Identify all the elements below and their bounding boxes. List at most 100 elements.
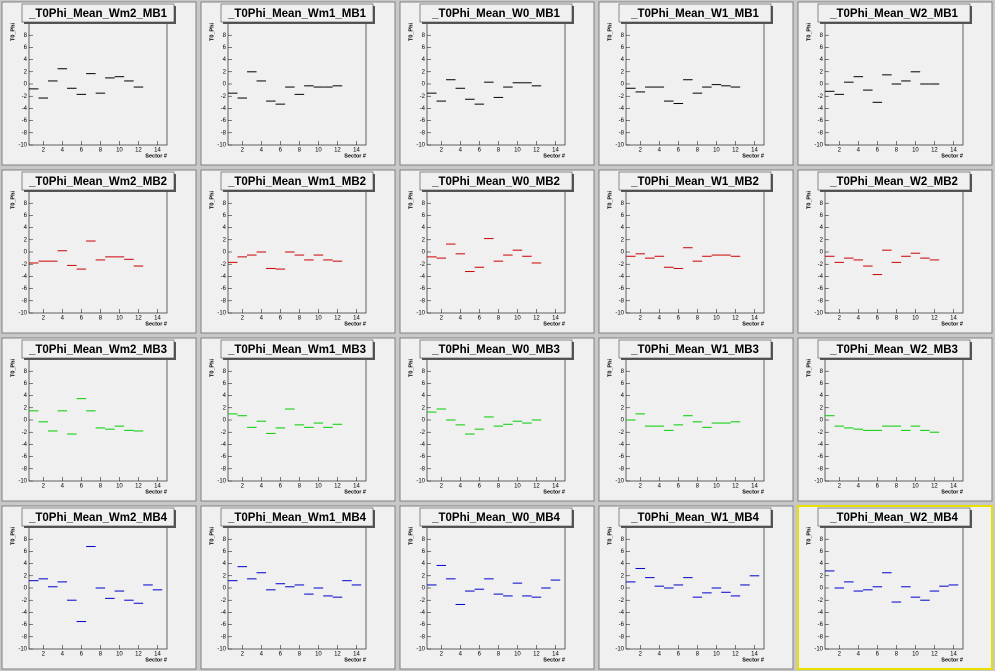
y-tick-label: 6 xyxy=(820,549,824,555)
y-tick-label: 8 xyxy=(422,369,426,375)
x-tick-label: 2 xyxy=(838,652,842,658)
y-tick-label: -2 xyxy=(619,262,625,268)
title-box xyxy=(618,171,772,191)
plot-area xyxy=(227,358,367,482)
y-tick-label: 8 xyxy=(621,369,625,375)
y-tick-label: -10 xyxy=(18,647,27,653)
y-tick-label: -10 xyxy=(217,311,226,317)
y-tick-label: -8 xyxy=(221,634,227,640)
x-tick-label: 8 xyxy=(99,148,103,154)
x-tick-label: 12 xyxy=(931,652,938,658)
y-tick-label: -8 xyxy=(221,466,227,472)
x-tick-label: 10 xyxy=(912,148,919,154)
x-tick-label: 8 xyxy=(497,316,501,322)
y-tick-label: 0 xyxy=(422,250,426,256)
x-tick-label: 6 xyxy=(80,652,84,658)
y-axis-label: T0_Phi xyxy=(607,359,613,378)
chart-title: _T0Phi_Mean_Wm1_MB3 xyxy=(227,344,366,356)
plot-area xyxy=(625,358,765,482)
title-box xyxy=(419,3,573,23)
x-tick-label: 8 xyxy=(895,484,899,490)
x-tick-label: 14 xyxy=(751,484,758,490)
chart-title: _T0Phi_Mean_W1_MB4 xyxy=(630,512,759,524)
plot-area xyxy=(625,526,765,650)
y-tick-label: -4 xyxy=(818,106,824,112)
y-axis-label: T0_Phi xyxy=(10,191,16,210)
x-tick-label: 4 xyxy=(857,484,861,490)
y-tick-label: -10 xyxy=(18,143,27,149)
y-tick-label: 2 xyxy=(820,69,824,75)
x-tick-label: 8 xyxy=(298,652,302,658)
plot-area xyxy=(227,22,367,146)
title-box xyxy=(618,339,772,359)
y-tick-label: 2 xyxy=(24,69,28,75)
y-tick-label: -6 xyxy=(818,622,824,628)
y-tick-label: 2 xyxy=(223,69,227,75)
x-tick-label: 12 xyxy=(135,652,142,658)
x-tick-label: 14 xyxy=(950,316,957,322)
x-tick-label: 12 xyxy=(533,316,540,322)
y-tick-label: 6 xyxy=(621,213,625,219)
y-axis-label: T0_Phi xyxy=(607,527,613,546)
title-box xyxy=(817,3,971,23)
y-tick-label: 8 xyxy=(24,369,28,375)
x-axis-label: Sector # xyxy=(742,657,764,663)
y-tick-label: 6 xyxy=(24,45,28,51)
x-tick-label: 2 xyxy=(440,484,444,490)
x-tick-label: 14 xyxy=(552,652,559,658)
x-tick-label: 6 xyxy=(876,652,880,658)
y-tick-label: 0 xyxy=(621,418,625,424)
y-tick-label: 8 xyxy=(223,537,227,543)
x-tick-label: 10 xyxy=(912,316,919,322)
y-tick-label: 2 xyxy=(223,405,227,411)
y-tick-label: 2 xyxy=(621,405,625,411)
y-tick-label: -6 xyxy=(221,622,227,628)
title-box xyxy=(21,171,175,191)
chart-title: _T0Phi_Mean_Wm2_MB3 xyxy=(28,344,167,356)
x-axis-label: Sector # xyxy=(742,489,764,495)
x-tick-label: 2 xyxy=(42,484,46,490)
y-tick-label: -4 xyxy=(22,274,28,280)
y-tick-label: -6 xyxy=(619,622,625,628)
x-tick-label: 14 xyxy=(154,484,161,490)
chart-title: _T0Phi_Mean_Wm2_MB4 xyxy=(28,512,168,524)
chart-title: _T0Phi_Mean_W0_MB2 xyxy=(431,176,560,188)
y-tick-label: 2 xyxy=(223,573,227,579)
y-tick-label: -8 xyxy=(818,466,824,472)
chart-title: _T0Phi_Mean_W1_MB2 xyxy=(630,176,759,188)
y-tick-label: -8 xyxy=(420,298,426,304)
x-tick-label: 6 xyxy=(279,316,283,322)
y-tick-label: -4 xyxy=(221,106,227,112)
x-tick-label: 14 xyxy=(353,148,360,154)
y-tick-label: 6 xyxy=(422,381,426,387)
chart-title: _T0Phi_Mean_W1_MB3 xyxy=(630,344,759,356)
plot-area xyxy=(426,22,566,146)
x-tick-label: 8 xyxy=(99,652,103,658)
x-tick-label: 10 xyxy=(713,148,720,154)
x-tick-label: 6 xyxy=(279,652,283,658)
y-tick-label: -4 xyxy=(221,274,227,280)
chart-title: _T0Phi_Mean_Wm1_MB4 xyxy=(227,512,367,524)
y-tick-label: -8 xyxy=(619,466,625,472)
y-tick-label: -10 xyxy=(416,647,425,653)
y-tick-label: -2 xyxy=(420,94,426,100)
chart-title: _T0Phi_Mean_Wm1_MB2 xyxy=(227,176,366,188)
y-tick-label: 8 xyxy=(422,201,426,207)
x-tick-label: 2 xyxy=(838,316,842,322)
title-box xyxy=(419,171,573,191)
x-tick-label: 2 xyxy=(241,148,245,154)
y-tick-label: -4 xyxy=(22,610,28,616)
title-box xyxy=(220,507,374,527)
x-tick-label: 12 xyxy=(334,652,341,658)
x-tick-label: 14 xyxy=(154,148,161,154)
x-tick-label: 8 xyxy=(895,316,899,322)
title-box xyxy=(21,339,175,359)
x-tick-label: 8 xyxy=(99,484,103,490)
plot-area xyxy=(28,22,168,146)
y-tick-label: 4 xyxy=(621,57,625,63)
y-tick-label: 6 xyxy=(820,45,824,51)
y-tick-label: -6 xyxy=(22,622,28,628)
y-tick-label: -8 xyxy=(619,634,625,640)
